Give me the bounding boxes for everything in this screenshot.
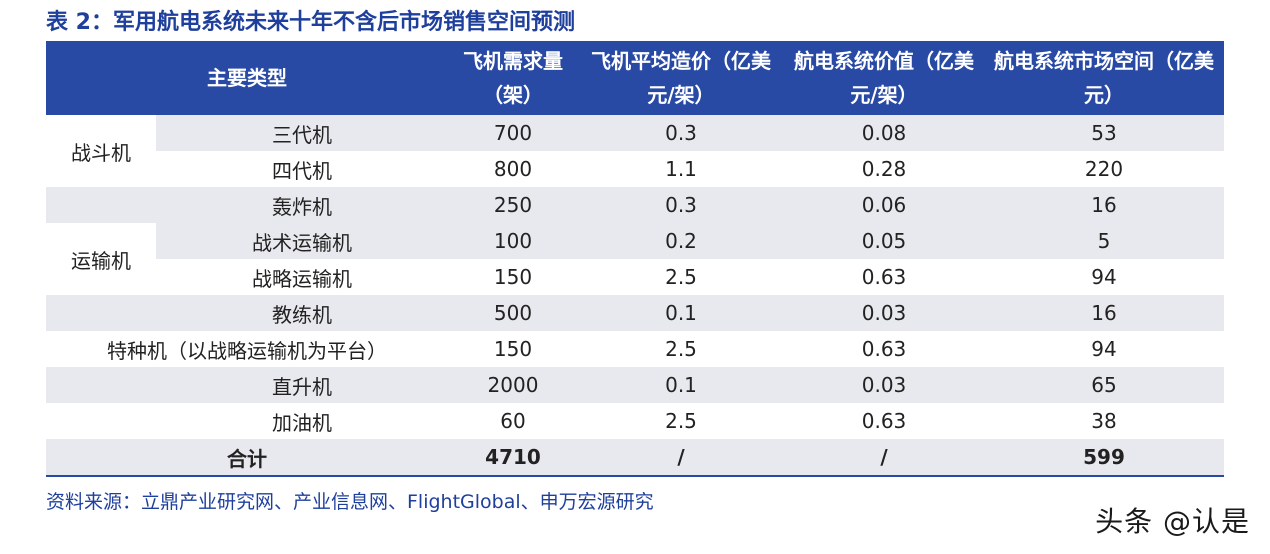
row-demand: 2000 bbox=[448, 367, 578, 403]
row-type: 战术运输机 bbox=[156, 223, 448, 259]
watermark: 头条 @认是 bbox=[1095, 505, 1250, 538]
row-avg-price: 0.1 bbox=[578, 295, 784, 331]
row-market-space: 53 bbox=[984, 115, 1224, 151]
row-demand: 250 bbox=[448, 187, 578, 223]
table-row: 战斗机 三代机 700 0.3 0.08 53 bbox=[46, 115, 1224, 187]
total-row: 合计 4710 / / 599 bbox=[46, 439, 1224, 477]
total-market-space: 599 bbox=[984, 439, 1224, 477]
row-market-space: 94 bbox=[1091, 337, 1117, 361]
row-avionics-value: 0.63 bbox=[861, 265, 907, 289]
row-demand: 100 bbox=[448, 223, 578, 259]
row-avionics-value: 0.06 bbox=[784, 187, 984, 223]
table-row: 四代机 800 1.1 0.28 220 bbox=[46, 151, 1224, 187]
row-market-space: 16 bbox=[984, 295, 1224, 331]
table-row: 轰炸机 250 0.3 0.06 16 bbox=[46, 187, 1224, 223]
row-demand: 150 bbox=[493, 265, 533, 289]
row-group-blank bbox=[46, 295, 156, 331]
row-avionics-value: 0.63 bbox=[861, 409, 907, 433]
row-type: 轰炸机 bbox=[156, 187, 448, 223]
row-avionics-value: 0.03 bbox=[784, 295, 984, 331]
header-demand: 飞机需求量（架） bbox=[448, 41, 578, 115]
group-label-fighter: 战斗机 bbox=[46, 115, 156, 187]
total-avg-price: / bbox=[578, 439, 784, 477]
table-row: 直升机 2000 0.1 0.03 65 bbox=[46, 367, 1224, 403]
header-type: 主要类型 bbox=[46, 41, 448, 115]
forecast-table: 主要类型 飞机需求量（架） 飞机平均造价（亿美元/架） 航电系统价值（亿美元/架… bbox=[46, 41, 1224, 477]
row-avg-price: 0.1 bbox=[578, 367, 784, 403]
row-demand: 500 bbox=[448, 295, 578, 331]
table-row: 特种机（以战略运输机为平台） 150 2.5 0.63 94 bbox=[46, 331, 1224, 367]
total-type: 合计 bbox=[46, 439, 448, 477]
row-market-space: 5 bbox=[984, 223, 1224, 259]
row-market-space: 220 bbox=[1084, 157, 1124, 181]
row-type: 加油机 bbox=[272, 410, 332, 435]
row-group-blank bbox=[46, 403, 156, 439]
row-avg-price: 2.5 bbox=[665, 409, 697, 433]
row-type: 战略运输机 bbox=[252, 266, 352, 291]
row-avg-price: 2.5 bbox=[665, 337, 697, 361]
row-demand: 60 bbox=[500, 409, 526, 433]
row-type: 四代机 bbox=[272, 158, 332, 183]
row-type: 教练机 bbox=[156, 295, 448, 331]
table-row: 战略运输机 150 2.5 0.63 94 bbox=[46, 259, 1224, 295]
row-type: 特种机（以战略运输机为平台） bbox=[107, 338, 387, 363]
row-avionics-value: 0.05 bbox=[784, 223, 984, 259]
header-market-space: 航电系统市场空间（亿美元） bbox=[984, 41, 1224, 115]
source-note: 资料来源：立鼎产业研究网、产业信息网、FlightGlobal、申万宏源研究 bbox=[46, 491, 654, 513]
row-group-blank bbox=[46, 367, 156, 403]
header-avionics-value: 航电系统价值（亿美元/架） bbox=[784, 41, 984, 115]
row-type: 三代机 bbox=[156, 115, 448, 151]
total-avionics-value: / bbox=[784, 439, 984, 477]
table-row: 教练机 500 0.1 0.03 16 bbox=[46, 295, 1224, 331]
row-group-blank bbox=[46, 187, 156, 223]
row-avionics-value: 0.08 bbox=[784, 115, 984, 151]
row-demand: 800 bbox=[493, 157, 533, 181]
row-avg-price: 2.5 bbox=[665, 265, 697, 289]
row-market-space: 65 bbox=[984, 367, 1224, 403]
total-demand: 4710 bbox=[448, 439, 578, 477]
row-type: 直升机 bbox=[156, 367, 448, 403]
row-market-space: 38 bbox=[1091, 409, 1117, 433]
row-demand: 150 bbox=[493, 337, 533, 361]
table-title: 表 2：军用航电系统未来十年不含后市场销售空间预测 bbox=[46, 10, 575, 35]
row-market-space: 94 bbox=[1091, 265, 1117, 289]
row-avg-price: 0.3 bbox=[578, 187, 784, 223]
row-avg-price: 0.2 bbox=[578, 223, 784, 259]
group-label-transport: 运输机 bbox=[46, 223, 156, 295]
row-demand: 700 bbox=[448, 115, 578, 151]
table-row: 加油机 60 2.5 0.63 38 bbox=[46, 403, 1224, 439]
row-avionics-value: 0.63 bbox=[861, 337, 907, 361]
header-avg-price: 飞机平均造价（亿美元/架） bbox=[578, 41, 784, 115]
row-avionics-value: 0.28 bbox=[861, 157, 907, 181]
row-avg-price: 0.3 bbox=[578, 115, 784, 151]
table-row: 运输机 战术运输机 100 0.2 0.05 5 bbox=[46, 223, 1224, 295]
row-market-space: 16 bbox=[984, 187, 1224, 223]
table-header-row: 主要类型 飞机需求量（架） 飞机平均造价（亿美元/架） 航电系统价值（亿美元/架… bbox=[46, 41, 1224, 115]
row-avg-price: 1.1 bbox=[665, 157, 697, 181]
row-avionics-value: 0.03 bbox=[784, 367, 984, 403]
